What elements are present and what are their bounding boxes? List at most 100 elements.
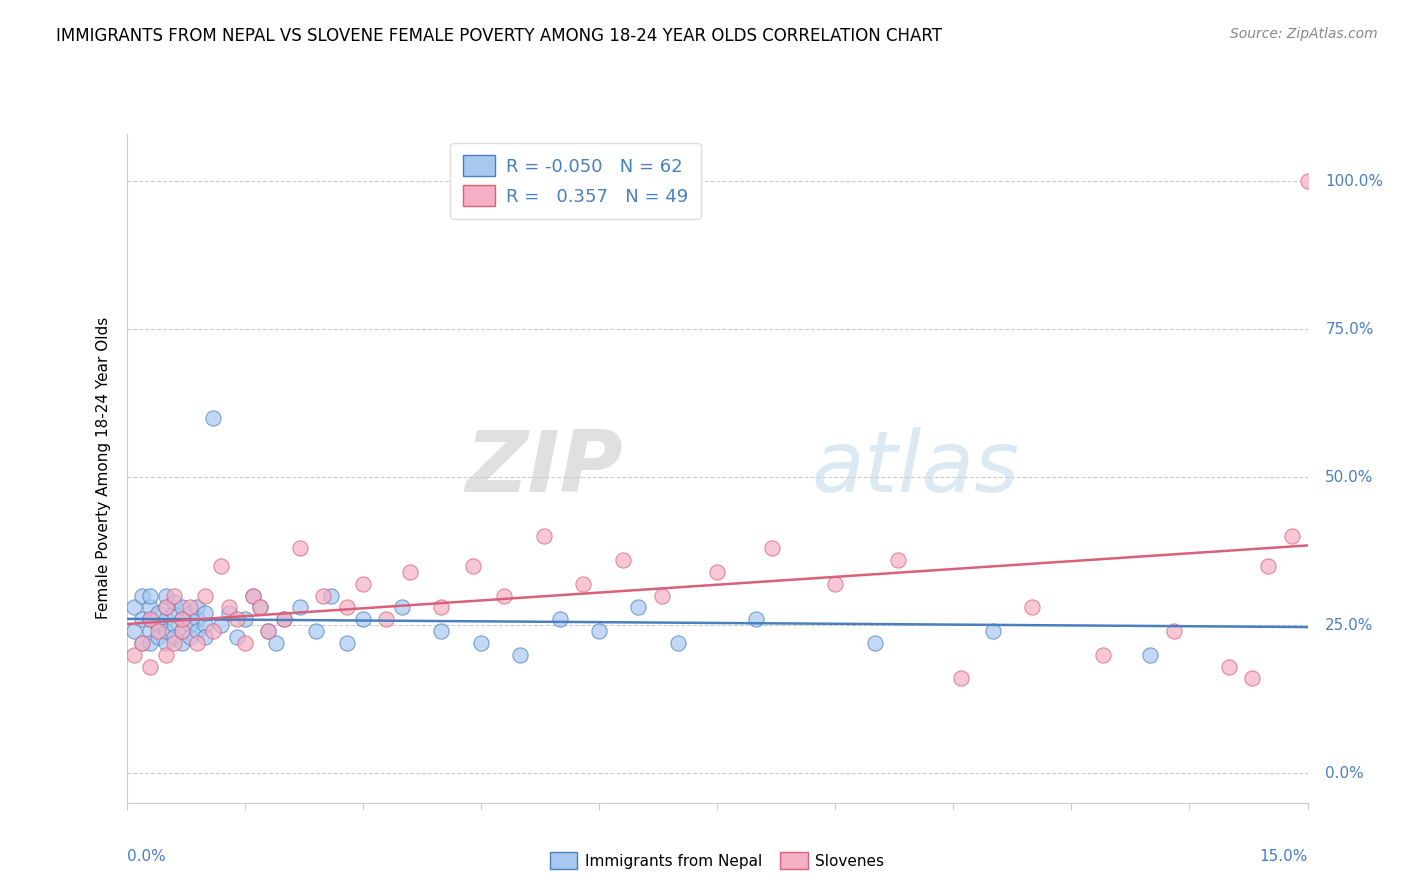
Point (146, 630, 169, 644)
Point (548, 612, 571, 626)
Point (288, 541, 311, 556)
Point (170, 612, 193, 626)
Point (170, 612, 193, 626)
Point (170, 600, 193, 615)
Point (209, 559, 232, 574)
Point (249, 600, 271, 615)
Point (257, 624, 280, 639)
Point (209, 618, 232, 632)
Point (242, 589, 264, 603)
Point (509, 648, 531, 662)
Point (824, 576, 846, 591)
Point (1296, 174, 1319, 188)
Point (139, 589, 162, 603)
Point (131, 636, 153, 650)
Point (1021, 600, 1043, 615)
Point (312, 589, 335, 603)
Point (950, 672, 973, 686)
Point (399, 565, 422, 579)
Point (218, 600, 240, 615)
Point (194, 618, 217, 632)
Text: 100.0%: 100.0% (1326, 174, 1384, 189)
Point (257, 624, 280, 639)
Point (170, 624, 193, 639)
Point (1241, 672, 1264, 686)
Text: 25.0%: 25.0% (1326, 617, 1374, 632)
Point (981, 624, 1004, 639)
Text: IMMIGRANTS FROM NEPAL VS SLOVENE FEMALE POVERTY AMONG 18-24 YEAR OLDS CORRELATIO: IMMIGRANTS FROM NEPAL VS SLOVENE FEMALE … (56, 27, 942, 45)
Y-axis label: Female Poverty Among 18-24 Year Olds: Female Poverty Among 18-24 Year Olds (96, 318, 111, 619)
Point (273, 612, 295, 626)
Point (273, 612, 295, 626)
Point (233, 612, 256, 626)
Point (179, 618, 201, 632)
Text: 0.0%: 0.0% (1326, 765, 1364, 780)
Point (163, 589, 186, 603)
Point (131, 589, 153, 603)
Point (139, 612, 162, 626)
Point (155, 636, 177, 650)
Point (887, 553, 910, 567)
Point (336, 636, 359, 650)
Point (666, 636, 689, 650)
Text: 15.0%: 15.0% (1260, 849, 1308, 863)
Point (194, 607, 217, 621)
Point (218, 607, 240, 621)
Point (131, 612, 153, 626)
Point (139, 600, 162, 615)
Text: atlas: atlas (811, 426, 1019, 510)
Point (202, 411, 225, 425)
Point (163, 607, 186, 621)
Point (612, 553, 634, 567)
Point (139, 659, 162, 673)
Point (139, 636, 162, 650)
Point (533, 529, 555, 543)
Point (179, 607, 201, 621)
Point (163, 630, 186, 644)
Point (202, 624, 225, 639)
Point (124, 624, 146, 639)
Point (146, 624, 169, 639)
Point (572, 576, 595, 591)
Text: Source: ZipAtlas.com: Source: ZipAtlas.com (1230, 27, 1378, 41)
Point (494, 589, 516, 603)
Point (124, 600, 146, 615)
Point (194, 630, 217, 644)
Point (470, 636, 492, 650)
Point (186, 624, 208, 639)
Point (163, 618, 186, 632)
Point (761, 541, 783, 556)
Point (155, 589, 177, 603)
Point (225, 612, 247, 626)
Point (288, 600, 311, 615)
Point (146, 618, 169, 632)
Point (163, 594, 186, 608)
Point (179, 600, 201, 615)
Point (745, 612, 768, 626)
Text: 50.0%: 50.0% (1326, 470, 1374, 484)
Point (1139, 648, 1161, 662)
Point (163, 636, 186, 650)
Point (352, 576, 374, 591)
Text: ZIP: ZIP (465, 426, 623, 510)
Point (352, 612, 374, 626)
Legend: Immigrants from Nepal, Slovenes: Immigrants from Nepal, Slovenes (544, 846, 890, 875)
Point (1257, 559, 1279, 574)
Point (155, 648, 177, 662)
Point (155, 600, 177, 615)
Point (155, 612, 177, 626)
Point (1218, 659, 1240, 673)
Point (139, 624, 162, 639)
Point (863, 636, 886, 650)
Point (304, 624, 326, 639)
Point (131, 636, 153, 650)
Point (170, 636, 193, 650)
Point (706, 565, 728, 579)
Point (1091, 648, 1114, 662)
Point (391, 600, 413, 615)
Point (1163, 624, 1185, 639)
Point (139, 612, 162, 626)
Point (225, 630, 247, 644)
Point (155, 600, 177, 615)
Point (194, 589, 217, 603)
